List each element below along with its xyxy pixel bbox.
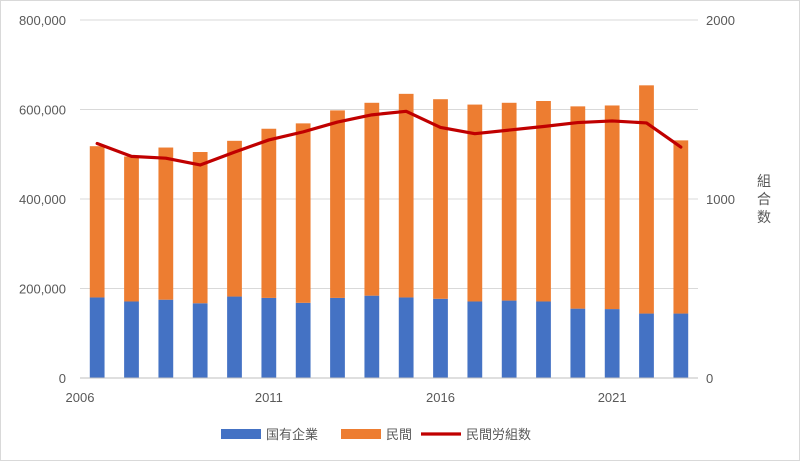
x-tick-label: 2021 <box>598 390 627 405</box>
y-left-tick-label: 800,000 <box>19 13 66 28</box>
legend-item: 民間労組数 <box>421 428 531 443</box>
legend-label: 民間労組数 <box>466 428 531 443</box>
bar-民間 <box>295 123 311 303</box>
legend-label: 国有企業 <box>266 427 318 443</box>
bar-民間 <box>398 93 414 298</box>
bar-国有企業 <box>89 297 105 378</box>
bar-民間 <box>501 102 517 301</box>
y-right-tick-label: 1000 <box>706 192 735 207</box>
line-民間労組数 <box>95 109 683 167</box>
bar-国有企業 <box>158 299 174 378</box>
legend-item: 民間 <box>341 428 412 443</box>
bar-民間 <box>570 106 586 309</box>
bar-民間 <box>467 104 483 302</box>
x-tick-label: 2006 <box>66 390 95 405</box>
bar-民間 <box>536 100 551 302</box>
y-left-tick-label: 200,000 <box>19 282 66 297</box>
bar-国有企業 <box>467 301 483 378</box>
y-left-tick-label: 400,000 <box>19 192 66 207</box>
legend-item: 国有企業 <box>221 427 318 443</box>
bar-民間 <box>192 152 208 304</box>
bar-国有企業 <box>124 301 139 378</box>
bar-民間 <box>261 128 277 298</box>
bar-国有企業 <box>673 313 689 378</box>
bar-民間 <box>158 147 174 300</box>
legend-swatch <box>221 429 261 439</box>
bar-民間 <box>124 156 139 302</box>
bar-国有企業 <box>604 309 620 378</box>
bar-民間 <box>364 102 380 296</box>
bar-国有企業 <box>192 303 208 378</box>
x-tick-label: 2011 <box>255 390 283 405</box>
bar-民間 <box>604 105 620 310</box>
y-right-tick-label: 0 <box>706 371 713 386</box>
gridlines <box>80 19 698 289</box>
y-left-tick-label: 600,000 <box>19 103 66 118</box>
right-axis-label: 組合数 <box>757 174 771 226</box>
line-series <box>95 109 683 167</box>
y-left-tick-label: 0 <box>59 371 66 386</box>
bar-国有企業 <box>536 301 551 378</box>
bar-民間 <box>639 85 654 314</box>
bar-国有企業 <box>295 302 311 378</box>
bar-民間 <box>227 140 242 297</box>
legend-label: 民間 <box>386 428 412 443</box>
bar-民間 <box>673 140 689 314</box>
x-tick-label: 2016 <box>426 390 455 405</box>
bar-国有企業 <box>227 296 242 378</box>
axes: 0 200,000 400,000 600,000 800,000 0 1000 2000 20… <box>19 13 735 405</box>
legend: 国有企業 民間 民間労組数 <box>221 427 531 443</box>
bars <box>89 85 689 378</box>
bar-国有企業 <box>330 297 345 378</box>
bar-国有企業 <box>261 297 277 378</box>
bar-国有企業 <box>639 313 654 378</box>
bar-国有企業 <box>501 300 517 378</box>
bar-国有企業 <box>364 295 380 378</box>
bar-民間 <box>330 110 345 298</box>
legend-swatch <box>341 429 381 439</box>
bar-国有企業 <box>570 308 586 378</box>
bar-民間 <box>433 99 448 299</box>
bar-国有企業 <box>398 297 414 378</box>
bar-民間 <box>89 146 105 298</box>
bar-国有企業 <box>433 298 448 378</box>
y-right-tick-label: 2000 <box>706 13 735 28</box>
